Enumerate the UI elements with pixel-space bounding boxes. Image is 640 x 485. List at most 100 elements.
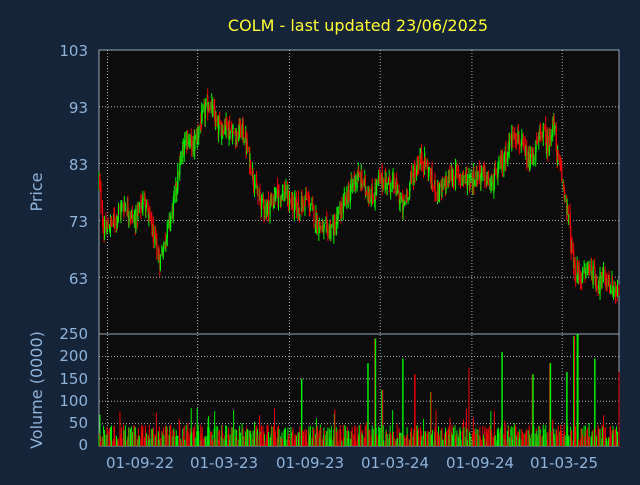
volume-bar (383, 440, 385, 446)
volume-bar (316, 425, 318, 446)
volume-bar (469, 432, 471, 446)
candle-body (312, 203, 314, 206)
volume-bar (416, 425, 418, 446)
volume-bar (337, 429, 339, 446)
volume-bar (205, 436, 207, 446)
candle-body (187, 142, 189, 144)
price-tick-label: 93 (69, 99, 88, 117)
candle-body (240, 123, 242, 138)
volume-bar (587, 427, 589, 446)
volume-bar (466, 440, 468, 446)
candle-body (351, 183, 353, 188)
candle-body (117, 209, 120, 214)
volume-bar (247, 429, 249, 446)
candle-body (285, 187, 287, 195)
candle-body (529, 154, 531, 167)
candle-body (536, 140, 538, 144)
candle-body (227, 122, 229, 136)
volume-bar (561, 431, 563, 446)
candle-body (457, 169, 460, 173)
volume-bar (369, 429, 371, 446)
candle-body (599, 272, 601, 292)
candle-body (567, 206, 569, 215)
volume-bar (240, 432, 242, 446)
candle-body (442, 184, 444, 189)
volume-bar (110, 425, 112, 446)
volume-bar (456, 430, 458, 446)
candle-body (371, 186, 373, 198)
volume-bar (196, 407, 198, 446)
candle-body (210, 102, 212, 108)
candle-body (342, 200, 344, 214)
price-tick-label: 83 (69, 156, 88, 174)
candle-body (508, 140, 511, 150)
volume-bar (431, 434, 433, 446)
candle-body (177, 171, 179, 190)
candle-body (603, 269, 605, 275)
volume-bar (254, 421, 256, 446)
candle-body (569, 212, 571, 229)
candle-body (358, 173, 360, 176)
volume-bar (236, 429, 238, 446)
candle-body (330, 225, 333, 227)
volume-bar (337, 441, 339, 446)
candle-body (439, 183, 441, 196)
candle-body (182, 145, 184, 158)
candle-body (564, 196, 566, 198)
volume-bar (266, 425, 268, 446)
volume-bar (390, 432, 392, 446)
candle-body (568, 215, 570, 217)
volume-bar (411, 427, 413, 446)
candle-body (215, 118, 217, 122)
candle-body (407, 197, 409, 199)
candle-body (149, 209, 151, 218)
volume-bar (382, 390, 384, 446)
candle-body (103, 222, 106, 239)
candle-body (355, 181, 357, 188)
volume-bar (109, 427, 111, 446)
volume-bar (519, 429, 521, 446)
candle-body (278, 190, 280, 196)
volume-bar (283, 428, 285, 446)
volume-bar (420, 431, 422, 446)
candle-body (101, 206, 104, 224)
volume-bar (121, 438, 123, 446)
volume-bar (532, 374, 534, 446)
candle-body (379, 175, 381, 184)
volume-bar (99, 414, 101, 446)
volume-tick-label: 50 (69, 414, 88, 432)
candle-body (268, 199, 270, 214)
volume-bar (574, 336, 576, 446)
candle-body (445, 180, 448, 186)
candle-body (543, 126, 545, 128)
candle-body (124, 207, 127, 209)
candle-body (571, 243, 573, 253)
volume-bar (465, 409, 467, 446)
candle-body (107, 221, 109, 229)
volume-bar (180, 440, 182, 446)
candle-body (208, 107, 210, 110)
volume-bar (288, 441, 290, 446)
volume-bar (215, 425, 217, 446)
candle-body (388, 174, 390, 176)
candle-body (252, 171, 254, 181)
volume-bar (491, 433, 493, 446)
volume-bar (159, 438, 161, 446)
volume-bar (119, 411, 121, 446)
candle-body (229, 123, 231, 135)
candle-body (194, 135, 196, 139)
candle-body (145, 204, 148, 207)
volume-bar (479, 426, 481, 446)
candle-body (435, 192, 437, 194)
candle-body (200, 121, 202, 128)
candle-body (383, 186, 385, 188)
volume-bar (606, 440, 608, 446)
candle-body (264, 206, 266, 214)
candle-body (546, 144, 548, 152)
volume-bar (505, 439, 507, 446)
candle-body (431, 169, 433, 185)
volume-bar (421, 435, 423, 446)
volume-axis: 250 200 150 100 50 0 (59, 325, 88, 454)
volume-bar (142, 425, 144, 446)
candle-body (449, 172, 451, 181)
